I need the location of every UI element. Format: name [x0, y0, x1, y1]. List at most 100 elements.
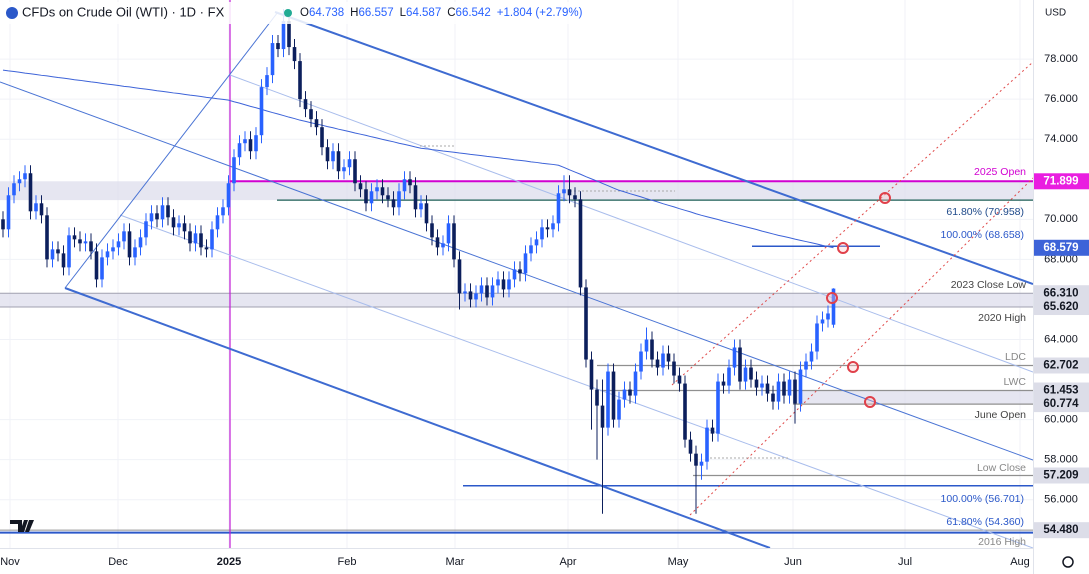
price-label: 62.702 [1043, 360, 1078, 372]
chart-title: CFDs on Crude Oil (WTI) · 1D · FX [22, 4, 225, 19]
channel-line [64, 287, 771, 548]
candle-body [309, 109, 313, 120]
candle-body [72, 235, 77, 240]
x-tick-label: Apr [559, 556, 576, 568]
candle-body [551, 223, 555, 230]
candle-body [496, 279, 500, 286]
candle-body [215, 215, 220, 230]
settings-icon[interactable] [1062, 556, 1074, 568]
settings-button[interactable] [1062, 556, 1074, 568]
candle-body [182, 223, 187, 232]
price-label-box [1034, 285, 1089, 302]
candle-body [683, 383, 687, 440]
candle-body [89, 241, 93, 252]
candle-body [314, 119, 319, 128]
candle-body [441, 243, 445, 248]
candle-body [699, 461, 704, 466]
marker-circle [864, 396, 876, 408]
candle-body [611, 371, 616, 420]
candle-body [672, 361, 676, 376]
price-label-box [1034, 467, 1089, 484]
candle-body [45, 215, 49, 260]
marker-circle [847, 361, 859, 373]
ohlc-header: O64.738 H66.557 L64.587 C66.542 +1.804 (+2.7… [300, 7, 583, 19]
candle-body [28, 173, 33, 212]
candle-body [606, 371, 610, 428]
candle-body [100, 257, 104, 280]
candle-body [408, 179, 412, 186]
annotation: 100.00% (56.701) [941, 493, 1024, 505]
candle-body [721, 381, 726, 386]
axes: 56.000 58.000 60.000 64.000 68.000 70.000 74.0… [0, 53, 1089, 568]
y-tick-label: 74.000 [1044, 133, 1078, 145]
y-tick-label: 64.000 [1044, 333, 1078, 345]
channel-line [274, 11, 1033, 285]
candle-body [694, 453, 698, 466]
candle-body [265, 75, 269, 88]
candle-body [545, 227, 550, 230]
candle-body [270, 43, 275, 76]
candle-body [688, 439, 693, 454]
zone [793, 390, 1033, 405]
candle-body [1, 219, 5, 230]
annotation: LWC [1003, 376, 1026, 388]
y-tick-label: 68.000 [1044, 253, 1078, 265]
ohlc-key: C [447, 7, 455, 19]
annotation: LDC [1005, 351, 1026, 363]
ohlc-value: 64.587 [406, 7, 441, 19]
candle-body [204, 247, 209, 250]
candle-body [177, 223, 181, 228]
candle-body [826, 313, 830, 320]
annotation: 2023 Close Low [951, 279, 1027, 291]
ohlc-key: L [400, 7, 407, 19]
candle-body [765, 383, 770, 394]
candle-body [12, 183, 16, 196]
price-marks [1, 9, 836, 514]
candle-body [622, 389, 627, 400]
candle-body [578, 199, 583, 288]
dotted-line [689, 177, 1033, 516]
candle-body [171, 217, 176, 228]
ohlc-value: 64.738 [309, 7, 344, 19]
candle-body [485, 285, 489, 298]
annotation: 61.80% (70.958) [946, 206, 1024, 218]
candle-body [490, 285, 495, 298]
candle-body [457, 259, 462, 294]
candle-body [793, 379, 797, 404]
price-label: 54.480 [1043, 524, 1078, 536]
y-tick-label: 60.000 [1044, 414, 1078, 426]
price-label-box [1034, 382, 1089, 399]
candle-body [463, 291, 467, 294]
candle-body [303, 99, 308, 110]
candle-body [342, 167, 346, 172]
candle-body [424, 203, 429, 224]
candle-body [226, 183, 231, 208]
candle-body [787, 379, 792, 396]
price-label-box [1034, 299, 1089, 316]
x-tick-label: Jul [898, 556, 912, 568]
candle-body [237, 143, 242, 158]
candle-body [111, 247, 115, 252]
symbol-icon [6, 7, 18, 19]
candle-body [50, 249, 55, 260]
candle-body [523, 253, 528, 274]
candle-body [149, 213, 154, 222]
ohlc-value: 66.557 [358, 7, 393, 19]
annotation: 2025 Open [974, 166, 1026, 178]
candle-body [375, 187, 379, 192]
candle-body [94, 251, 99, 280]
price-label: 68.579 [1043, 242, 1078, 254]
annotation: June Open [975, 409, 1027, 421]
x-tick-label: Feb [338, 556, 357, 568]
candle-body [644, 339, 649, 352]
candle-body [358, 183, 363, 190]
candle-body [804, 361, 808, 370]
annotation: 2016 High [978, 536, 1026, 548]
candle-body [754, 379, 759, 388]
x-tick-label: Jun [784, 556, 802, 568]
candle-body [655, 359, 660, 368]
price-label: 57.209 [1043, 470, 1078, 482]
candle-body [160, 205, 165, 220]
candle-body [650, 339, 654, 360]
